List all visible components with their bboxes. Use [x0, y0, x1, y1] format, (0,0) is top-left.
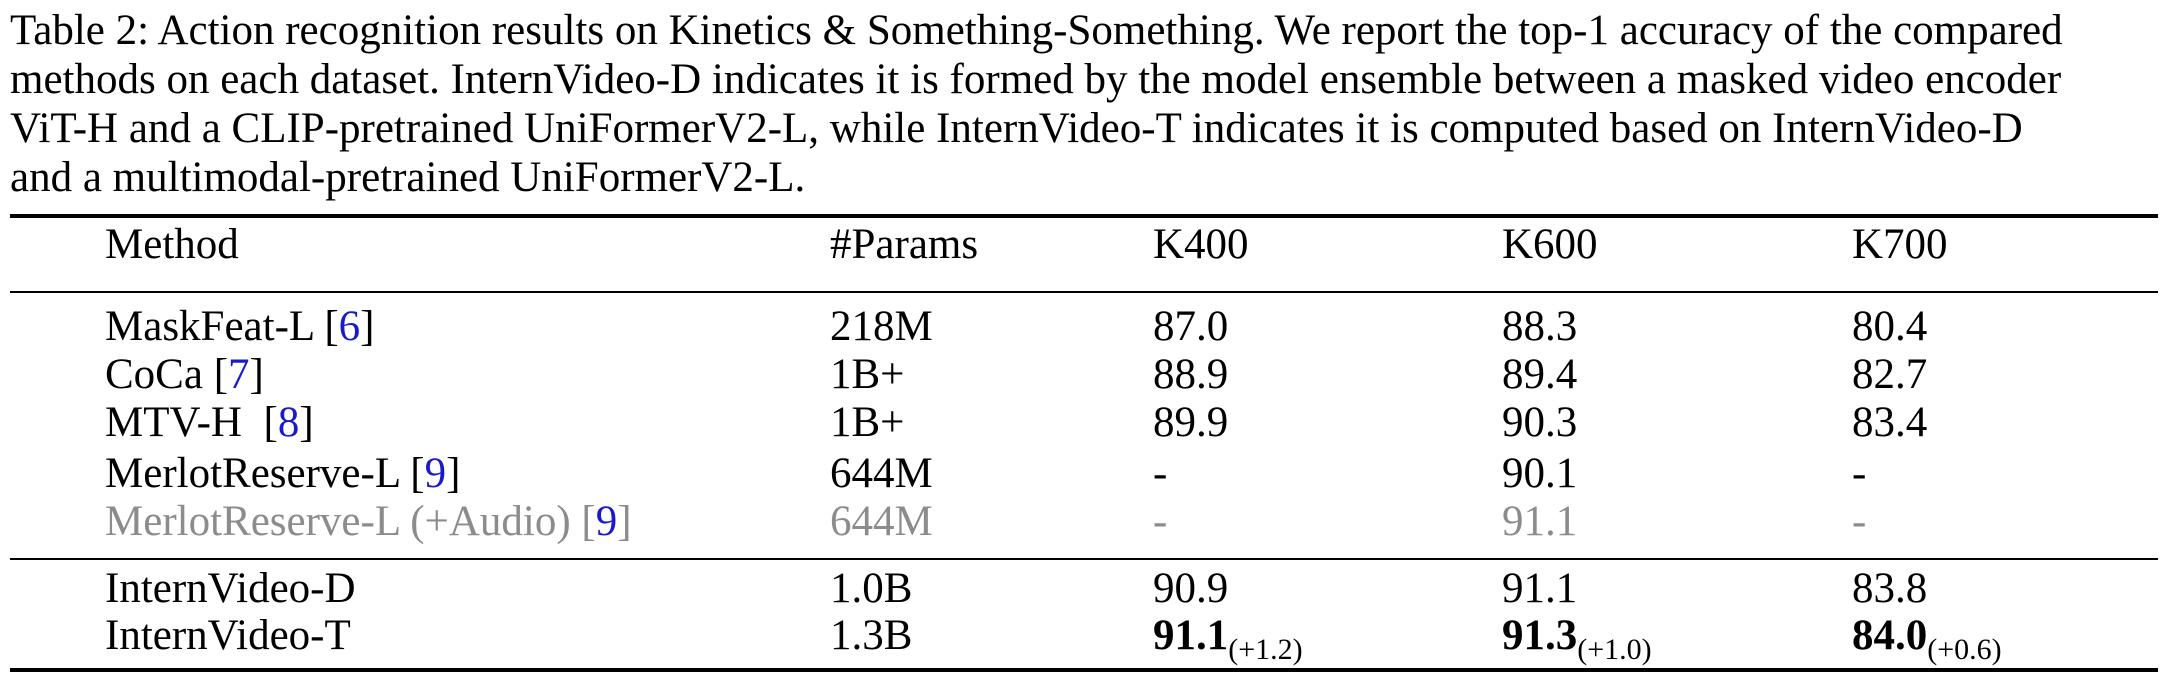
table-row: InternVideo-D 1.0B 90.9 91.1 83.8 [10, 564, 2158, 614]
table-caption: Table 2: Action recognition results on K… [10, 6, 2158, 202]
k600-cell: 91.1 [1502, 498, 1578, 545]
caption-line: Table 2: Action recognition results on K… [10, 7, 2063, 54]
best-value: 91.3 [1502, 612, 1578, 659]
k400-cell: 91.1(+1.2) [1153, 611, 1303, 675]
k600-cell: 90.3 [1502, 399, 1578, 446]
k400-cell: - [1153, 498, 1168, 545]
citation-link[interactable]: 7 [228, 351, 250, 398]
table-row: MerlotReserve-L (+Audio) [9] 644M - 91.1… [10, 497, 2158, 547]
best-value: 84.0 [1852, 612, 1928, 659]
caption-line: methods on each dataset. InternVideo-D i… [10, 56, 2062, 103]
k700-cell: 80.4 [1852, 303, 1928, 350]
table-row: CoCa [7] 1B+ 88.9 89.4 82.7 [10, 350, 2158, 400]
table-row: MaskFeat-L [6] 218M 87.0 88.3 80.4 [10, 302, 2158, 352]
params-cell: 1.3B [830, 612, 913, 659]
k700-cell: 84.0(+0.6) [1852, 611, 2002, 675]
table-bottom-rule [10, 668, 2158, 672]
params-cell: 218M [830, 303, 933, 350]
k700-cell: - [1852, 498, 1867, 545]
k700-cell: 83.4 [1852, 399, 1928, 446]
header-k400: K400 [1153, 221, 1249, 268]
citation-link[interactable]: 9 [595, 498, 618, 545]
k400-cell: 88.9 [1153, 351, 1229, 398]
params-cell: 644M [830, 450, 933, 497]
k700-cell: - [1852, 450, 1867, 497]
table-top-rule [10, 214, 2158, 218]
best-value: 91.1 [1153, 612, 1229, 659]
group-rule [10, 558, 2158, 560]
method-cell: InternVideo-D [105, 565, 356, 612]
method-cell: MTV-H [8] [105, 399, 314, 446]
k400-cell: 89.9 [1153, 399, 1229, 446]
improvement-delta: (+1.0) [1577, 633, 1652, 666]
method-cell: MaskFeat-L [6] [105, 303, 375, 350]
header-k700: K700 [1852, 221, 1948, 268]
k700-cell: 82.7 [1852, 351, 1928, 398]
k600-cell: 88.3 [1502, 303, 1578, 350]
k600-cell: 91.3(+1.0) [1502, 611, 1652, 675]
params-cell: 1B+ [830, 399, 905, 446]
header-k600: K600 [1502, 221, 1598, 268]
k400-cell: 90.9 [1153, 565, 1229, 612]
caption-line: ViT-H and a CLIP-pretrained UniFormerV2-… [10, 105, 2023, 152]
citation-link[interactable]: 6 [338, 303, 361, 350]
k600-cell: 90.1 [1502, 450, 1578, 497]
k600-cell: 91.1 [1502, 565, 1578, 612]
params-cell: 1B+ [830, 351, 905, 398]
k600-cell: 89.4 [1502, 351, 1578, 398]
params-cell: 644M [830, 498, 933, 545]
improvement-delta: (+0.6) [1927, 633, 2002, 666]
k400-cell: 87.0 [1153, 303, 1229, 350]
citation-link[interactable]: 8 [277, 399, 300, 446]
header-rule [10, 291, 2158, 293]
table-row: InternVideo-T 1.3B 91.1(+1.2) 91.3(+1.0)… [10, 611, 2158, 666]
k700-cell: 83.8 [1852, 565, 1928, 612]
table-row: MerlotReserve-L [9] 644M - 90.1 - [10, 449, 2158, 499]
table-header-row: Method #Params K400 K600 K700 [10, 220, 2158, 270]
header-method: Method [105, 221, 239, 268]
method-cell: MerlotReserve-L (+Audio) [9] [105, 498, 632, 545]
header-params: #Params [830, 221, 979, 268]
params-cell: 1.0B [830, 565, 913, 612]
table-row: MTV-H [8] 1B+ 89.9 90.3 83.4 [10, 398, 2158, 448]
k400-cell: - [1153, 450, 1168, 497]
method-cell: MerlotReserve-L [9] [105, 450, 461, 497]
method-cell: CoCa [7] [105, 351, 264, 398]
caption-line: and a multimodal-pretrained UniFormerV2-… [10, 154, 806, 201]
method-cell: InternVideo-T [105, 612, 351, 659]
improvement-delta: (+1.2) [1228, 633, 1303, 666]
citation-link[interactable]: 9 [424, 450, 447, 497]
